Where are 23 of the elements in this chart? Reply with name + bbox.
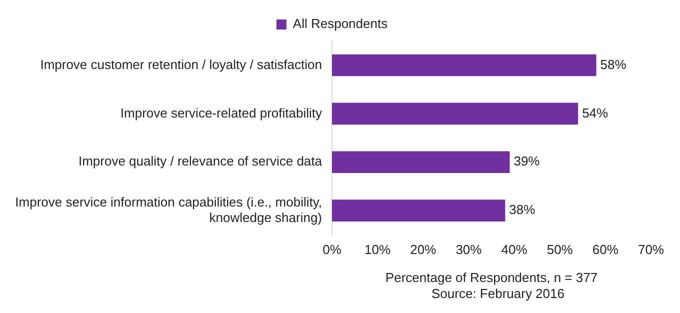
data-label: 58% — [600, 56, 627, 72]
data-label: 54% — [582, 105, 609, 120]
data-label: 39% — [514, 154, 540, 169]
bar — [332, 102, 578, 125]
x-tick-label: 40% — [501, 242, 528, 258]
bar — [332, 151, 510, 174]
source-note: Source: February 2016 — [430, 286, 566, 301]
x-tick-label: 70% — [638, 242, 664, 258]
data-label: 38% — [509, 202, 536, 218]
x-tick-label: 30% — [456, 242, 482, 258]
bar — [332, 54, 596, 76]
x-axis-title: Percentage of Respondents, n = 377 — [385, 270, 598, 285]
x-tick-label: 50% — [546, 242, 574, 258]
bar — [332, 200, 506, 222]
x-tick-label: 60% — [592, 242, 619, 258]
x-tick-label: 10% — [364, 242, 392, 258]
x-tick-label: 0% — [322, 242, 342, 258]
y-tick-label: Improve customer retention / loyalty / satisfaction — [40, 56, 322, 72]
y-tick-label: Improve service information capabilities (i.e., mobility, knowledge sharing) — [15, 194, 322, 225]
legend-label: All Respondents — [292, 16, 388, 32]
y-tick-label: Improve quality / relevance of service data — [78, 154, 323, 169]
y-tick-label: Improve service-related profitability — [120, 105, 322, 120]
x-tick-label: 20% — [410, 242, 437, 258]
